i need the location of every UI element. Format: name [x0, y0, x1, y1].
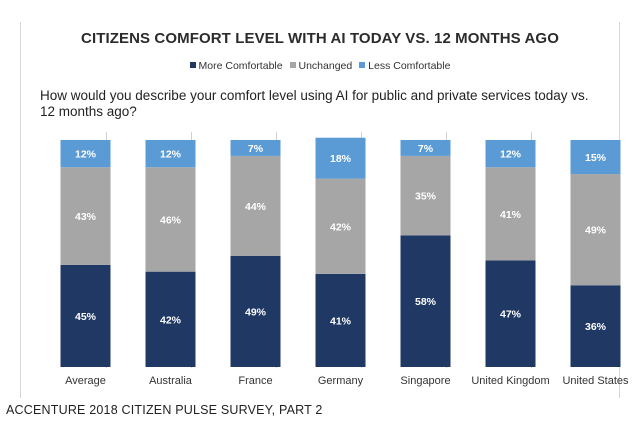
data-label-unchanged-united-states: 49%	[585, 225, 607, 237]
bar-more-comfortable-united-kingdom	[485, 260, 536, 367]
data-label-more-comfortable-france: 49%	[245, 306, 267, 318]
bar-less-comfortable-singapore	[400, 140, 451, 156]
data-label-more-comfortable-singapore: 58%	[415, 296, 437, 308]
data-label-unchanged-france: 44%	[245, 201, 267, 213]
bar-unchanged-united-states	[570, 174, 621, 286]
legend-label-more-comfortable: More Comfortable	[198, 60, 283, 72]
bar-more-comfortable-united-states	[570, 285, 621, 367]
category-label-united-states: United States	[562, 375, 629, 387]
category-label-france: France	[238, 375, 272, 387]
bar-unchanged-singapore	[400, 155, 451, 236]
legend-label-less-comfortable: Less Comfortable	[368, 60, 451, 72]
data-label-unchanged-united-kingdom: 41%	[500, 209, 522, 221]
legend-swatch-unchanged	[289, 62, 296, 69]
bar-unchanged-australia	[145, 167, 196, 272]
legend-swatch-more-comfortable	[189, 62, 196, 69]
bar-more-comfortable-average	[60, 264, 111, 367]
bar-unchanged-germany	[315, 178, 366, 274]
category-label-australia: Australia	[149, 375, 193, 387]
data-label-less-comfortable-united-states: 15%	[585, 152, 607, 164]
frame-left	[20, 22, 21, 398]
bar-less-comfortable-united-kingdom	[485, 140, 536, 168]
category-label-united-kingdom: United Kingdom	[471, 375, 549, 387]
legend-item-less-comfortable: Less Comfortable	[359, 60, 450, 72]
category-label-singapore: Singapore	[400, 375, 450, 387]
data-label-more-comfortable-united-kingdom: 47%	[500, 309, 522, 321]
bar-unchanged-united-kingdom	[485, 167, 536, 261]
legend-swatch-less-comfortable	[359, 62, 366, 69]
category-label-average: Average	[65, 375, 106, 387]
legend: More Comfortable Unchanged Less Comforta…	[0, 60, 640, 72]
data-label-unchanged-average: 43%	[75, 211, 97, 223]
bar-less-comfortable-australia	[145, 140, 196, 168]
bar-less-comfortable-france	[230, 140, 281, 156]
category-label-germany: Germany	[318, 375, 364, 387]
bar-more-comfortable-germany	[315, 273, 366, 367]
bar-unchanged-france	[230, 155, 281, 256]
data-label-more-comfortable-australia: 42%	[160, 314, 182, 326]
bar-more-comfortable-singapore	[400, 235, 451, 367]
data-label-less-comfortable-germany: 18%	[330, 153, 352, 165]
legend-item-more-comfortable: More Comfortable	[189, 60, 283, 72]
bar-more-comfortable-france	[230, 255, 281, 367]
bar-less-comfortable-average	[60, 140, 111, 168]
data-label-unchanged-germany: 42%	[330, 221, 352, 233]
bar-more-comfortable-australia	[145, 271, 196, 367]
chart-title: CITIZENS COMFORT LEVEL WITH AI TODAY VS.…	[81, 30, 559, 47]
legend-label-unchanged: Unchanged	[298, 60, 353, 72]
data-label-less-comfortable-australia: 12%	[160, 149, 182, 161]
legend-item-unchanged: Unchanged	[289, 60, 353, 72]
bar-unchanged-average	[60, 167, 111, 265]
data-label-more-comfortable-average: 45%	[75, 311, 97, 323]
data-label-less-comfortable-average: 12%	[75, 149, 97, 161]
data-label-more-comfortable-germany: 41%	[330, 315, 352, 327]
data-label-unchanged-singapore: 35%	[415, 191, 437, 203]
data-label-less-comfortable-singapore: 7%	[418, 143, 434, 155]
source-footer: ACCENTURE 2018 CITIZEN PULSE SURVEY, PAR…	[6, 403, 323, 417]
data-label-less-comfortable-united-kingdom: 12%	[500, 149, 522, 161]
survey-question: How would you describe your comfort leve…	[40, 88, 589, 119]
bar-less-comfortable-united-states	[570, 140, 621, 175]
data-label-less-comfortable-france: 7%	[248, 143, 264, 155]
data-label-unchanged-australia: 46%	[160, 214, 182, 226]
bar-less-comfortable-germany	[315, 137, 366, 179]
data-label-more-comfortable-united-states: 36%	[585, 321, 607, 333]
